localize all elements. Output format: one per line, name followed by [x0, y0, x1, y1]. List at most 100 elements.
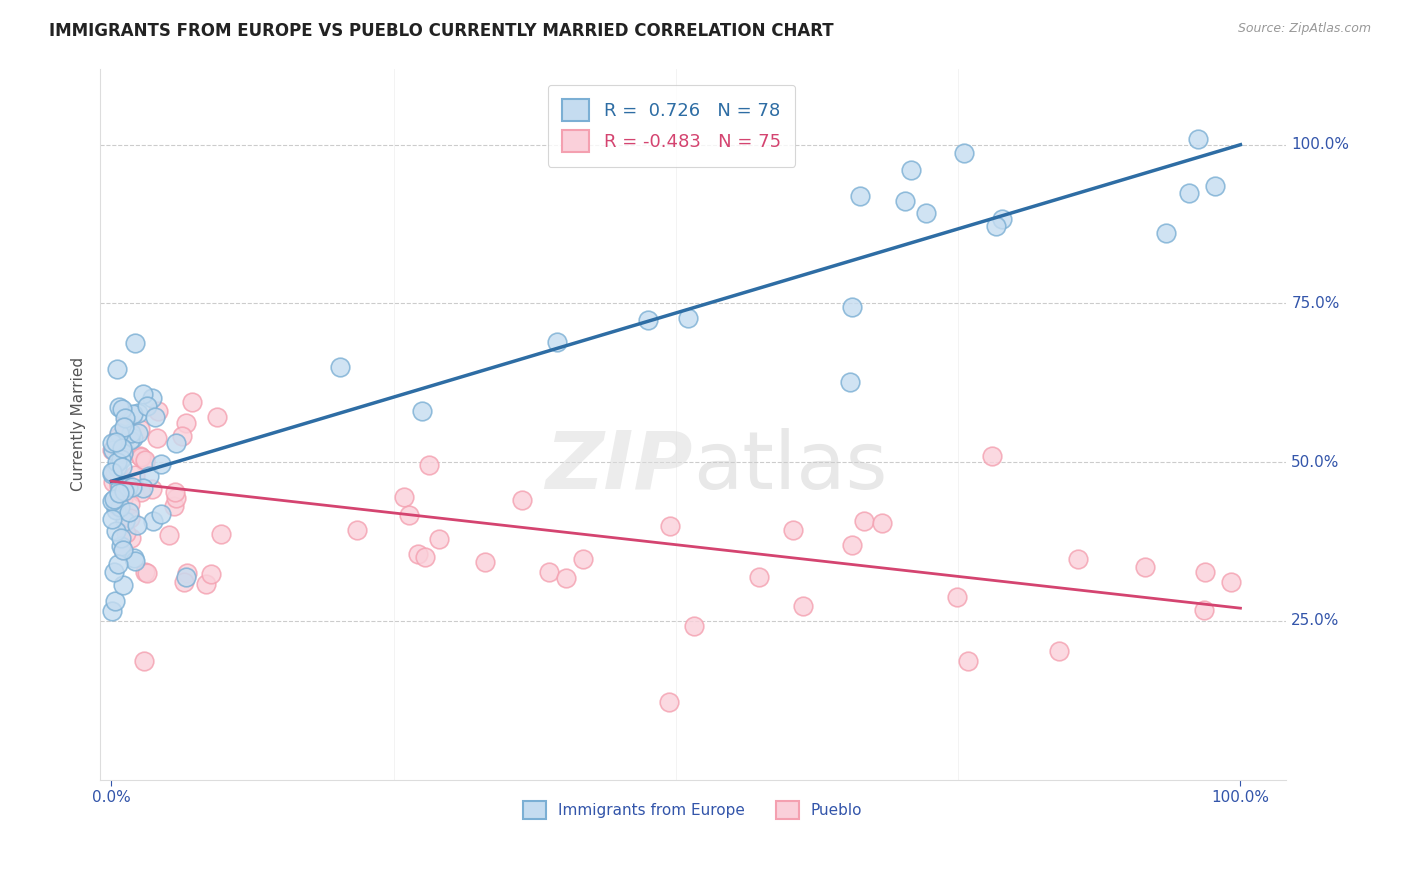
Point [111, 543, 134, 558]
Point [132, 481, 155, 495]
Point [134, 455, 156, 469]
Point [121, 407, 143, 421]
Point [120, 511, 142, 525]
Legend: Immigrants from Europe, Pueblo: Immigrants from Europe, Pueblo [517, 795, 869, 825]
Point [142, 514, 165, 528]
Text: 50.0%: 50.0% [1291, 455, 1340, 470]
Point [114, 515, 136, 529]
Point [1067, 552, 1090, 566]
Point [329, 360, 352, 375]
Text: atlas: atlas [693, 428, 887, 506]
Point [839, 375, 862, 389]
Point [893, 194, 915, 209]
Point [127, 517, 149, 532]
Point [117, 480, 139, 494]
Point [127, 406, 149, 420]
Point [138, 468, 160, 483]
Point [100, 494, 122, 508]
Point [112, 420, 135, 434]
Point [114, 431, 136, 445]
Text: IMMIGRANTS FROM EUROPE VS PUEBLO CURRENTLY MARRIED CORRELATION CHART: IMMIGRANTS FROM EUROPE VS PUEBLO CURRENT… [49, 22, 834, 40]
Point [115, 483, 138, 498]
Point [105, 524, 128, 539]
Point [101, 511, 124, 525]
Point [135, 399, 157, 413]
Point [107, 473, 129, 487]
Point [110, 540, 132, 554]
Point [678, 310, 700, 325]
Point [176, 566, 198, 581]
Point [872, 516, 894, 530]
Point [163, 499, 186, 513]
Point [115, 419, 138, 434]
Point [108, 500, 131, 514]
Point [555, 571, 578, 585]
Point [111, 491, 134, 506]
Point [101, 443, 124, 458]
Point [180, 395, 202, 409]
Point [174, 416, 197, 430]
Y-axis label: Currently Married: Currently Married [72, 357, 86, 491]
Point [107, 558, 129, 572]
Point [991, 211, 1014, 226]
Point [104, 467, 127, 481]
Point [107, 486, 129, 500]
Point [112, 484, 135, 499]
Point [105, 499, 128, 513]
Point [121, 480, 143, 494]
Point [134, 565, 156, 579]
Point [110, 452, 132, 467]
Point [1047, 644, 1070, 658]
Point [748, 570, 770, 584]
Point [981, 449, 1004, 463]
Point [537, 566, 560, 580]
Point [122, 431, 145, 445]
Point [205, 409, 228, 424]
Point [112, 446, 135, 460]
Point [394, 491, 416, 505]
Point [637, 313, 659, 327]
Text: Source: ZipAtlas.com: Source: ZipAtlas.com [1237, 22, 1371, 36]
Point [103, 565, 125, 579]
Point [110, 531, 132, 545]
Point [111, 402, 134, 417]
Point [841, 537, 863, 551]
Point [128, 449, 150, 463]
Point [124, 336, 146, 351]
Text: 25.0%: 25.0% [1291, 614, 1340, 628]
Text: 100.0%: 100.0% [1291, 137, 1350, 153]
Point [129, 450, 152, 464]
Point [1187, 132, 1209, 146]
Point [683, 619, 706, 633]
Point [143, 409, 166, 424]
Point [1204, 178, 1226, 193]
Point [1220, 575, 1243, 590]
Point [782, 523, 804, 537]
Text: ZIP: ZIP [546, 428, 693, 506]
Point [114, 410, 136, 425]
Point [103, 492, 125, 507]
Point [209, 526, 232, 541]
Point [120, 426, 142, 441]
Point [105, 455, 128, 469]
Point [149, 457, 172, 471]
Point [546, 335, 568, 350]
Point [114, 476, 136, 491]
Point [474, 555, 496, 569]
Point [173, 574, 195, 589]
Point [146, 431, 169, 445]
Point [200, 567, 222, 582]
Point [105, 362, 128, 376]
Point [129, 422, 152, 436]
Point [107, 430, 129, 444]
Point [406, 547, 429, 561]
Point [114, 414, 136, 428]
Point [104, 435, 127, 450]
Point [1194, 603, 1216, 617]
Point [129, 484, 152, 499]
Point [110, 480, 132, 494]
Point [111, 543, 134, 558]
Point [118, 505, 141, 519]
Point [429, 532, 451, 546]
Point [108, 479, 131, 493]
